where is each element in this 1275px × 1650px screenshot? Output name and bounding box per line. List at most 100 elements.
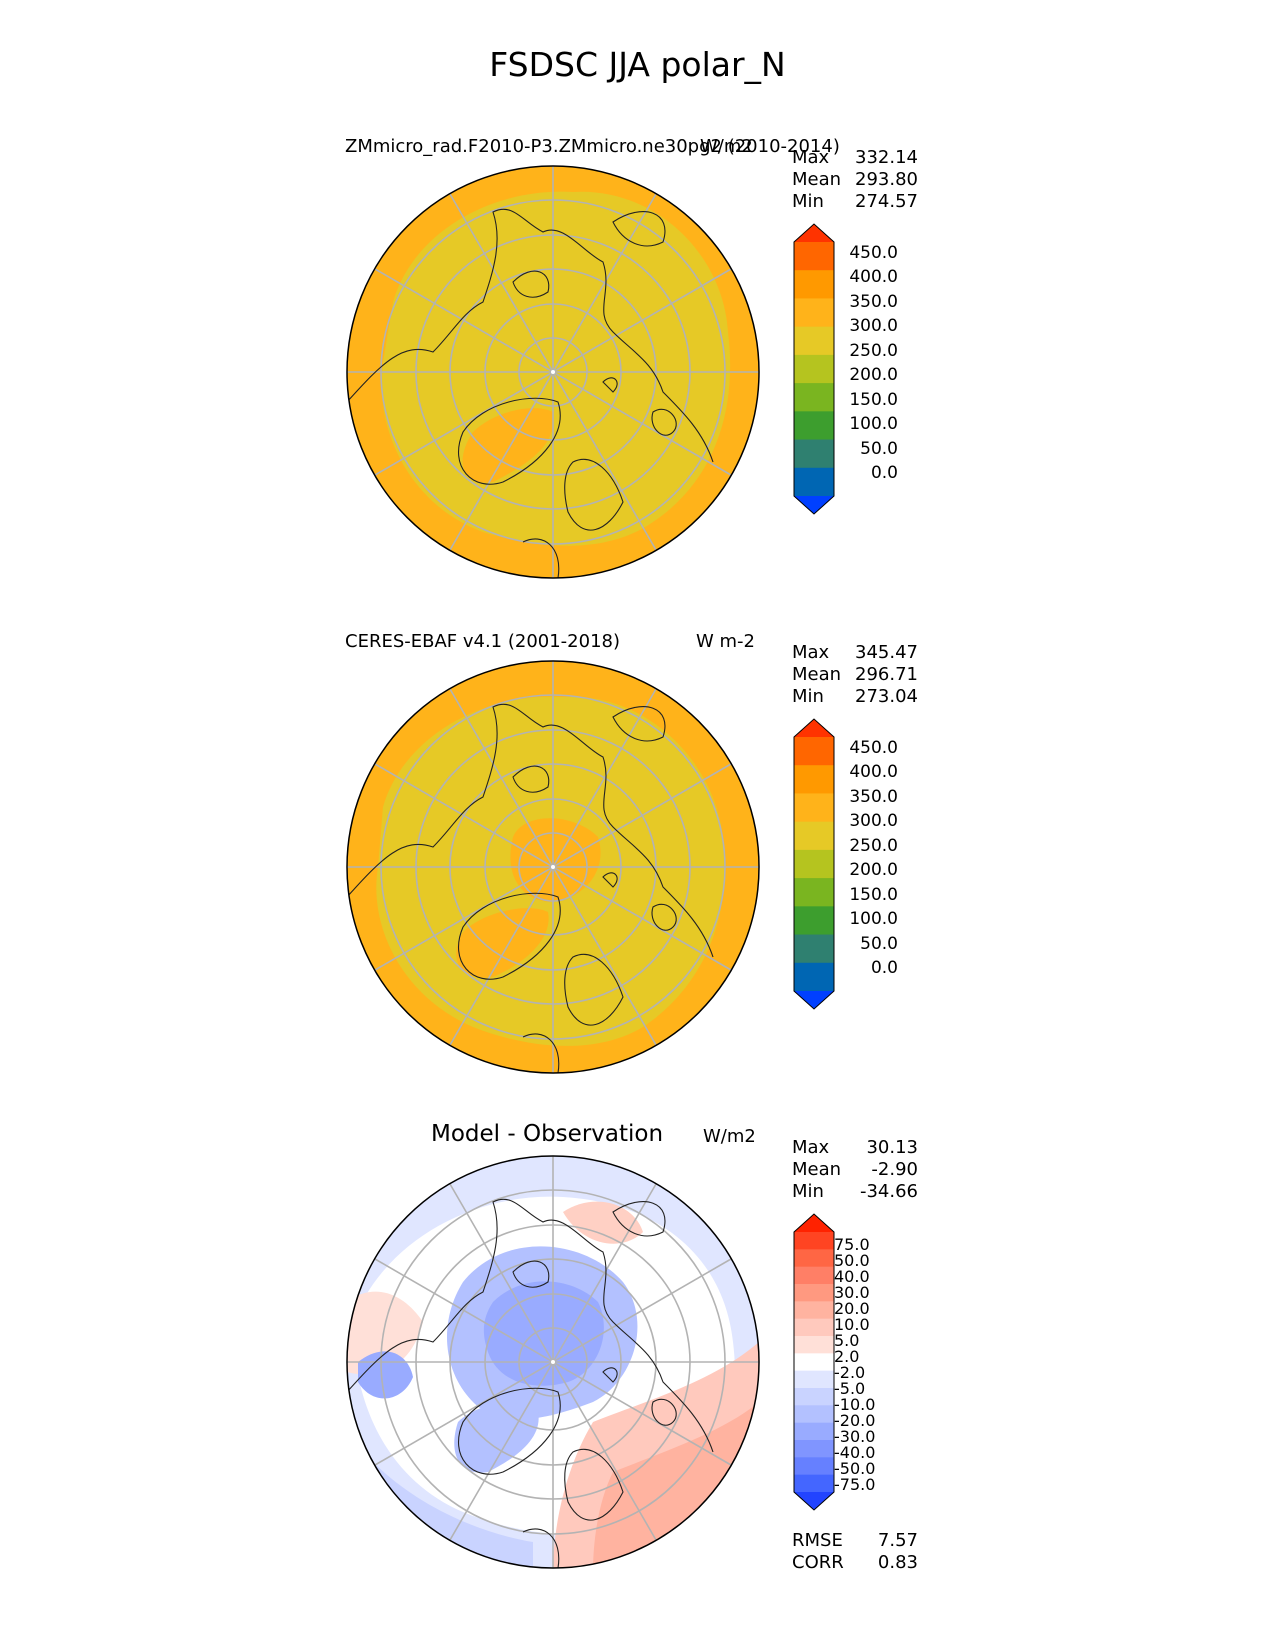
colorbar-tick-label: -30.0 (834, 1427, 876, 1446)
colorbar-extend-min (794, 991, 834, 1009)
colorbar-tick-label: 250.0 (849, 836, 898, 856)
colorbar-tick-label: 100.0 (849, 909, 898, 929)
stat-label-min: Min (792, 1181, 824, 1202)
pole-marker (551, 1360, 555, 1364)
colorbar-segment (794, 1266, 834, 1285)
stat-value-max: 332.14 (855, 147, 918, 168)
colorbar-tick-label: 300.0 (849, 811, 898, 831)
colorbar-segment (794, 439, 834, 469)
colorbar-segment (794, 934, 834, 964)
colorbar-tick-label: 20.0 (834, 1299, 870, 1318)
stat-label-max: Max (792, 147, 830, 168)
panel-title-diff: Model - Observation (431, 1121, 664, 1147)
polar-map-diff (346, 1155, 760, 1569)
colorbar-tick-label: 200.0 (849, 365, 898, 385)
colorbar-segment (794, 906, 834, 936)
figure-title: FSDSC JJA polar_N (489, 45, 786, 84)
colorbar-segment (794, 1353, 834, 1372)
colorbar-tick-label: 50.0 (860, 439, 898, 459)
colorbar-tick-label: 300.0 (849, 316, 898, 336)
stat-value-mean: -2.90 (871, 1159, 918, 1180)
stat-label-mean: Mean (792, 1159, 842, 1180)
coastlines (347, 703, 714, 1073)
polar-map-model (346, 165, 760, 579)
colorbar-segment (794, 1249, 834, 1268)
colorbar-tick-label: -75.0 (834, 1475, 876, 1494)
colorbar-tick-label: 0.0 (870, 958, 898, 978)
colorbar-segment (794, 1440, 834, 1458)
colorbar-tick-label: -20.0 (834, 1411, 876, 1430)
colorbar-extend-min (794, 496, 834, 514)
metric-value-corr: 0.83 (877, 1552, 918, 1573)
colorbar-extend-max (794, 1214, 834, 1232)
colorbar-tick-label: 50.0 (860, 934, 898, 954)
stat-label-mean: Mean (792, 169, 842, 190)
colorbar-segment (794, 242, 834, 271)
colorbar-segment (794, 849, 834, 879)
colorbar-segment (794, 1422, 834, 1441)
field-greenland-patch (462, 408, 554, 483)
pole-marker (551, 370, 555, 374)
colorbar-tick-label: 350.0 (849, 292, 898, 312)
coastlines (347, 1198, 714, 1568)
colorbar-tick-label: 400.0 (849, 762, 898, 782)
colorbar-segment (794, 298, 834, 328)
colorbar-extend-max (794, 224, 834, 242)
colorbar-tick-label: -5.0 (834, 1379, 866, 1398)
colorbar-segment (794, 1284, 834, 1302)
colorbar-segment (794, 1318, 834, 1337)
colorbar-segment (794, 411, 834, 441)
panel-units-obs: W m-2 (696, 631, 756, 652)
pole-marker (551, 865, 555, 869)
colorbar-tick-label: 350.0 (849, 787, 898, 807)
stat-value-mean: 296.71 (855, 664, 918, 685)
colorbar-tick-label: 2.0 (834, 1347, 860, 1366)
colorbar-tick-label: 10.0 (834, 1315, 870, 1334)
colorbar-segment (794, 354, 834, 384)
stat-value-min: 273.04 (855, 686, 918, 707)
colorbar-segment (794, 1474, 834, 1493)
field-pos-north (563, 1201, 643, 1244)
metric-label-rmse: RMSE (792, 1530, 843, 1551)
colorbar-tick-label: 50.0 (834, 1251, 870, 1270)
field-neg-core (483, 1281, 604, 1386)
colorbar-tick-label: 250.0 (849, 341, 898, 361)
coastlines (347, 208, 714, 578)
colorbar-segment (794, 1370, 834, 1389)
stat-value-min: -34.66 (859, 1181, 918, 1202)
stat-label-min: Min (792, 191, 824, 212)
stat-value-max: 345.47 (855, 642, 918, 663)
colorbar-tick-label: 150.0 (849, 390, 898, 410)
colorbar-tick-label: -2.0 (834, 1363, 866, 1382)
colorbar-outline (793, 718, 835, 1010)
colorbar-outline (793, 1213, 835, 1511)
stat-label-max: Max (792, 642, 830, 663)
colorbar-obs (793, 718, 835, 1010)
metric-value-rmse: 7.57 (877, 1530, 918, 1551)
colorbar-tick-label: 150.0 (849, 885, 898, 905)
stat-label-min: Min (792, 686, 824, 707)
colorbar-segment (794, 821, 834, 851)
colorbar-tick-label: 40.0 (834, 1267, 870, 1286)
stat-label-mean: Mean (792, 664, 842, 685)
colorbar-extend-max (794, 719, 834, 737)
colorbar-segment (794, 270, 834, 299)
colorbar-segment (794, 962, 834, 992)
colorbar-segment (794, 326, 834, 356)
panel-units-model: W/m2 (700, 136, 753, 157)
colorbar-tick-label: 75.0 (834, 1235, 870, 1254)
colorbar-model (793, 223, 835, 515)
colorbar-tick-label: -40.0 (834, 1443, 876, 1462)
colorbar-tick-label: 30.0 (834, 1283, 870, 1302)
colorbar-segment (794, 793, 834, 823)
colorbar-tick-label: 100.0 (849, 414, 898, 434)
panel-title-obs: CERES-EBAF v4.1 (2001-2018) (345, 631, 621, 652)
colorbar-tick-label: 400.0 (849, 267, 898, 287)
colorbar-tick-label: 5.0 (834, 1331, 860, 1350)
field-greenland-patch (456, 908, 549, 978)
stat-value-max: 30.13 (866, 1137, 918, 1158)
colorbar-tick-label: 0.0 (870, 463, 898, 483)
panel-units-diff: W/m2 (703, 1126, 756, 1147)
map-boundary (346, 660, 760, 1074)
colorbar-segment (794, 878, 834, 907)
